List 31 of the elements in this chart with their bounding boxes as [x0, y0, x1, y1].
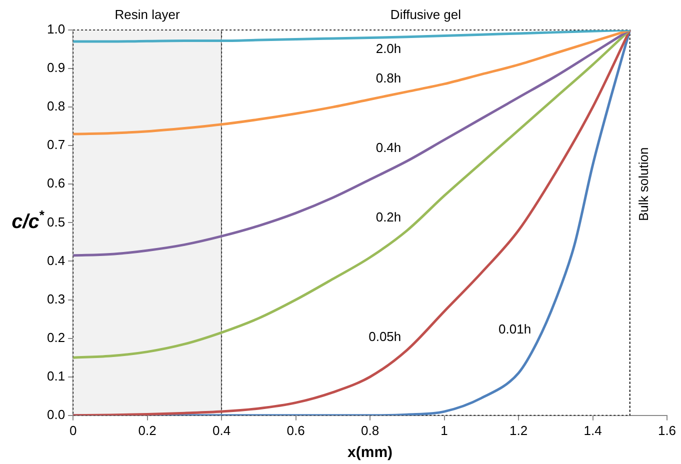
series-label: 0.01h [498, 321, 532, 336]
x-tick-label: 0.6 [286, 422, 305, 438]
y-tick-label: 0.9 [46, 60, 66, 76]
series-label: 0.2h [376, 209, 402, 224]
y-tick-label: 0.1 [46, 368, 66, 384]
x-tick-label: 0.2 [138, 422, 156, 438]
y-tick-label: 0.0 [46, 406, 66, 422]
x-tick-label: 1.6 [658, 422, 676, 438]
x-tick-label: 1.4 [584, 422, 602, 438]
y-tick-label: 0.2 [46, 330, 66, 345]
y-tick-label: 0.3 [46, 291, 66, 306]
y-tick-label: 0.8 [46, 98, 66, 114]
x-tick-label: 1.2 [509, 422, 528, 438]
y-tick-label: 0.5 [46, 214, 66, 230]
band-label: Resin layer [114, 7, 180, 22]
series-label: 0.4h [376, 140, 402, 156]
x-tick-label: 0.8 [360, 422, 380, 438]
series-label: 0.8h [376, 70, 402, 86]
ref-line-label: Bulk solution [636, 147, 651, 222]
y-axis-title: c/c* [12, 207, 46, 234]
y-tick-label: 0.4 [46, 252, 66, 268]
x-tick-label: 0.4 [212, 422, 231, 438]
series-label: 0.05h [368, 328, 402, 344]
y-tick-label: 0.7 [46, 137, 66, 152]
band-label: Diffusive gel [390, 7, 462, 22]
y-tick-label: 0.6 [46, 176, 66, 191]
series-label: 2.0h [376, 41, 402, 56]
y-tick-label: 1.0 [46, 22, 66, 37]
x-axis-title: x(mm) [348, 444, 393, 462]
x-tick-label: 1 [440, 422, 448, 438]
x-tick-label: 0 [69, 422, 77, 438]
